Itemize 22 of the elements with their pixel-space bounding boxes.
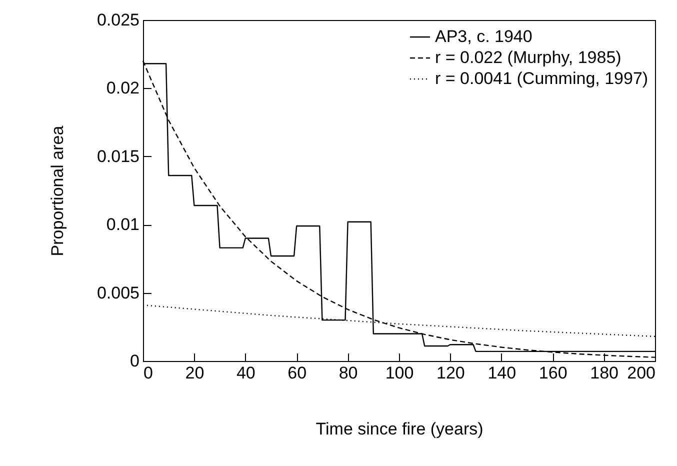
y-axis-title: Proportional area <box>48 125 67 256</box>
x-tick-label: 40 <box>236 364 256 382</box>
x-tick-label: 120 <box>436 364 465 382</box>
legend-label: r = 0.0041 (Cumming, 1997) <box>435 69 648 88</box>
x-tick-label: 100 <box>385 364 414 382</box>
x-tick-label: 20 <box>185 364 204 382</box>
legend-label: r = 0.022 (Murphy, 1985) <box>435 48 622 67</box>
x-tick-label: 140 <box>488 364 516 382</box>
legend-label: AP3, c. 1940 <box>435 27 532 46</box>
y-tick-label: 0.025 <box>96 10 140 30</box>
x-tick-label: 60 <box>288 364 307 382</box>
y-tick-label: 0.02 <box>106 78 140 98</box>
y-tick-label: 0.005 <box>96 283 140 302</box>
x-tick-label: 200 <box>627 364 656 382</box>
x-tick-label: 80 <box>338 364 358 382</box>
y-tick-label: 0 <box>130 352 140 370</box>
x-tick-label: 160 <box>538 364 568 382</box>
y-tick-label: 0.01 <box>106 215 140 234</box>
x-tick-label: 180 <box>590 364 618 382</box>
y-tick-label: 0.015 <box>96 146 140 166</box>
x-tick-label: 0 <box>144 364 153 382</box>
x-axis-title: Time since fire (years) <box>316 420 484 438</box>
